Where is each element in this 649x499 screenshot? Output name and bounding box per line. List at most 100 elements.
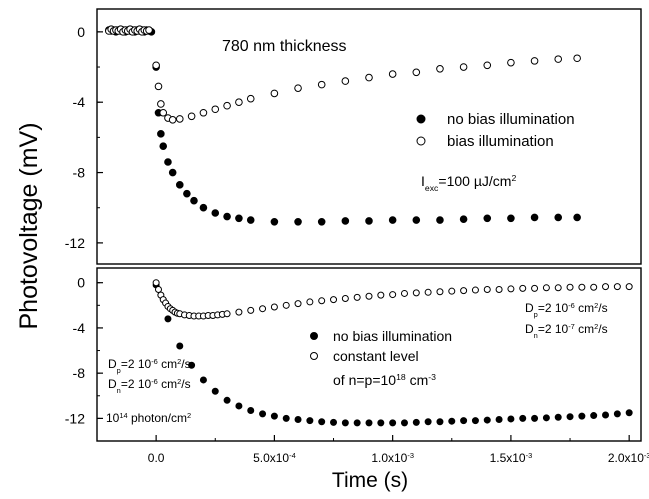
data-point <box>152 61 160 70</box>
y-tick-label: 0 <box>77 24 85 40</box>
data-point <box>573 213 581 222</box>
data-point <box>471 286 479 294</box>
diffusion-annotation: Dp=2 10-6 cm2/s <box>525 301 608 319</box>
data-point <box>400 419 408 427</box>
data-point <box>341 419 349 427</box>
data-point <box>223 212 231 221</box>
data-point <box>270 303 278 311</box>
data-point <box>235 98 243 107</box>
x-tick-label: 0.0 <box>148 451 165 465</box>
data-point <box>424 418 432 426</box>
data-point <box>353 293 361 301</box>
data-point <box>330 418 338 426</box>
data-point <box>412 216 421 224</box>
data-point <box>294 300 302 308</box>
data-point <box>388 70 397 78</box>
series-open <box>152 279 633 320</box>
fluence-annotation: Iexc=100 µJ/cm2 <box>421 173 516 193</box>
data-point <box>190 196 198 205</box>
data-point <box>235 214 243 223</box>
data-point <box>211 105 220 114</box>
data-point <box>377 419 385 427</box>
y-tick-label: -12 <box>65 410 85 426</box>
data-point <box>578 412 586 420</box>
photon-annotation: 1014 photon/cm2 <box>106 411 191 426</box>
x-tick-label: 1.0x10-3 <box>371 451 414 466</box>
data-point <box>282 414 290 422</box>
data-point <box>247 306 255 314</box>
data-point <box>183 189 191 198</box>
legend-marker <box>310 352 318 360</box>
data-point <box>168 168 177 177</box>
legend-label: no bias illumination <box>333 328 452 344</box>
data-point <box>246 94 255 103</box>
data-point <box>625 283 633 291</box>
data-point <box>294 416 302 424</box>
data-point <box>318 297 326 305</box>
data-point <box>483 214 492 223</box>
data-point <box>235 402 243 410</box>
data-point <box>412 68 421 77</box>
data-point <box>436 288 444 296</box>
data-point <box>483 285 491 293</box>
data-point <box>270 412 278 420</box>
data-point <box>436 64 444 73</box>
data-point <box>211 209 220 217</box>
data-point <box>625 409 633 417</box>
y-tick-label: -8 <box>73 365 86 381</box>
data-point <box>471 417 479 425</box>
data-point <box>306 298 314 306</box>
data-point <box>495 285 503 293</box>
data-point <box>507 285 515 293</box>
data-point <box>157 130 165 138</box>
data-point <box>235 308 243 316</box>
y-axis-label: Photovoltage (mV) <box>15 122 43 329</box>
legend-label: no bias illumination <box>447 111 575 128</box>
data-point <box>270 89 279 98</box>
y-tick-label: -8 <box>73 165 86 181</box>
data-point <box>199 203 208 212</box>
data-point <box>424 288 432 296</box>
thickness-annotation: 780 nm thickness <box>222 38 347 55</box>
data-point <box>495 416 503 424</box>
data-point <box>483 61 492 70</box>
data-point <box>341 295 349 303</box>
series-filled <box>152 281 633 427</box>
data-point <box>377 291 385 299</box>
data-point <box>330 296 338 304</box>
data-point <box>459 63 468 71</box>
data-point <box>353 419 361 427</box>
data-point <box>365 419 373 427</box>
data-point <box>590 283 598 291</box>
data-point <box>554 413 562 421</box>
data-point <box>578 283 586 291</box>
diffusion-annotation: Dp=2 10-6 cm2/s <box>108 357 191 375</box>
data-point <box>542 414 550 422</box>
data-point <box>448 417 456 425</box>
top-panel: 0 -4 -8 -12 780 nm thickness no bias illumina… <box>65 8 642 265</box>
data-point <box>531 414 539 422</box>
plot-frame <box>96 267 642 442</box>
data-point <box>365 73 373 82</box>
data-point <box>436 418 444 426</box>
data-point <box>389 419 397 427</box>
level-annotation: of n=p=1018 cm-3 <box>333 372 436 388</box>
legend-label: constant level <box>333 348 419 364</box>
plot-frame <box>96 8 642 265</box>
data-point <box>159 108 168 117</box>
data-point <box>259 410 267 418</box>
data-point <box>223 101 231 110</box>
data-point <box>199 376 207 384</box>
data-point <box>613 283 621 291</box>
data-point <box>306 417 314 425</box>
legend-marker <box>416 136 426 146</box>
data-point <box>159 142 168 150</box>
data-point <box>412 289 420 297</box>
legend-marker <box>416 114 426 124</box>
data-point <box>554 213 563 222</box>
data-point <box>507 415 515 423</box>
data-point <box>259 305 267 313</box>
data-point <box>282 301 290 309</box>
data-point <box>365 217 373 225</box>
